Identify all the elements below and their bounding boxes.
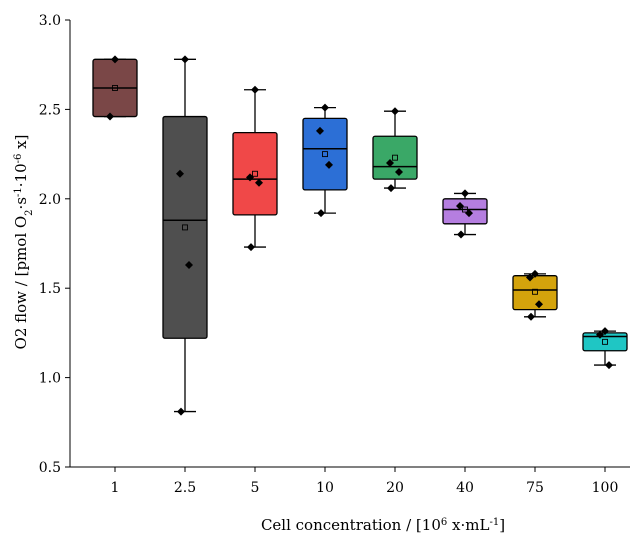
x-tick-label: 2.5 [174, 480, 196, 496]
data-point [177, 407, 185, 416]
x-tick-label: 10 [316, 480, 334, 496]
plot-area [92, 55, 628, 416]
x-tick-label: 20 [386, 480, 404, 496]
x-tick-label: 100 [592, 480, 619, 496]
y-axis-title: O2 flow / [pmol O2·s-1·10-6 x] [12, 135, 35, 350]
x-tick-label: 40 [456, 480, 474, 496]
data-point [111, 55, 119, 64]
axes: 0.5 1.0 1.5 2.0 2.5 3.0 1 2.5 5 10 20 40 75 100 [39, 13, 630, 496]
box-group [442, 189, 488, 239]
data-point [255, 178, 263, 187]
box-group [92, 55, 138, 121]
data-point [596, 330, 604, 339]
mean-marker [322, 151, 328, 158]
data-point [601, 327, 609, 336]
data-point [391, 107, 399, 116]
data-point [106, 112, 114, 121]
iqr-box [442, 198, 488, 225]
data-point [181, 55, 189, 64]
data-point [325, 160, 333, 169]
y-tick-label: 1.0 [39, 371, 61, 387]
iqr-box [302, 117, 348, 191]
data-point [185, 260, 193, 269]
box-group [302, 103, 348, 218]
y-tick-label: 2.0 [39, 192, 61, 208]
x-axis-title: Cell concentration / [106 x·mL-1] [261, 516, 505, 534]
x-tick-label: 75 [526, 480, 544, 496]
data-point [535, 300, 543, 309]
data-point [531, 269, 539, 278]
box-group [512, 269, 558, 321]
mean-marker [392, 154, 398, 161]
mean-marker [602, 338, 608, 345]
box-group [582, 327, 628, 370]
data-point [526, 273, 534, 282]
data-point [527, 312, 535, 321]
data-point [387, 184, 395, 193]
x-tick-label: 1 [111, 480, 120, 496]
mean-marker [462, 206, 468, 213]
data-point [395, 167, 403, 176]
mean-marker [112, 84, 118, 91]
data-point [386, 159, 394, 168]
mean-marker [532, 288, 538, 295]
data-point [321, 103, 329, 112]
data-point [246, 173, 254, 182]
data-point [176, 169, 184, 178]
data-point [251, 85, 259, 94]
iqr-box [232, 131, 278, 216]
y-tick-label: 1.5 [39, 281, 61, 297]
data-point [457, 230, 465, 239]
box-group [372, 107, 418, 193]
data-point [456, 201, 464, 210]
iqr-box [512, 275, 558, 311]
data-point [317, 209, 325, 218]
y-tick-label: 2.5 [39, 102, 61, 118]
iqr-box [582, 332, 628, 352]
data-point [461, 189, 469, 198]
data-point [605, 361, 613, 370]
data-point [247, 243, 255, 252]
iqr-box [162, 115, 208, 339]
y-tick-label: 0.5 [39, 460, 61, 476]
iqr-box [372, 135, 418, 180]
y-tick-label: 3.0 [39, 13, 61, 29]
data-point [465, 209, 473, 218]
mean-marker [252, 170, 258, 177]
mean-marker [182, 224, 188, 231]
data-point [316, 126, 324, 135]
box-group [232, 85, 278, 252]
box-group [162, 55, 208, 416]
x-tick-label: 5 [251, 480, 260, 496]
